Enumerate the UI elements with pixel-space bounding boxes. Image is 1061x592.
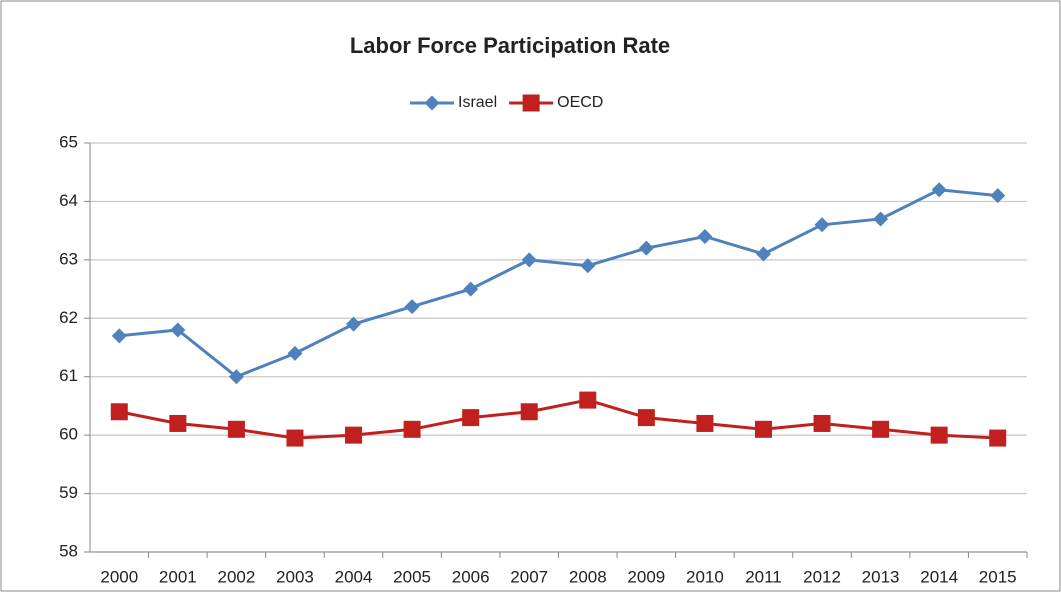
series-line — [118, 398, 998, 440]
x-tick-label: 2012 — [803, 567, 841, 586]
marker — [345, 426, 363, 444]
marker — [404, 299, 420, 315]
x-tick-label: 2000 — [100, 567, 138, 586]
x-tick-label: 2015 — [979, 567, 1017, 586]
marker — [521, 252, 537, 268]
marker — [755, 246, 771, 262]
y-tick-label: 60 — [59, 425, 78, 444]
marker — [462, 409, 480, 427]
x-tick-label: 2005 — [393, 567, 431, 586]
x-tick-label: 2014 — [920, 567, 958, 586]
x-tick-label: 2004 — [335, 567, 373, 586]
marker — [990, 188, 1006, 204]
x-tick-label: 2013 — [862, 567, 900, 586]
marker — [403, 420, 421, 438]
x-tick-label: 2002 — [217, 567, 255, 586]
y-tick-label: 63 — [59, 249, 78, 268]
y-tick-label: 58 — [59, 541, 78, 560]
x-tick-label: 2003 — [276, 567, 314, 586]
marker — [754, 420, 772, 438]
marker — [287, 345, 303, 361]
x-tick-label: 2008 — [569, 567, 607, 586]
marker — [110, 403, 128, 421]
x-tick-label: 2006 — [452, 567, 490, 586]
marker — [580, 258, 596, 274]
marker — [872, 420, 890, 438]
x-tick-label: 2001 — [159, 567, 197, 586]
legend-marker — [424, 95, 440, 111]
marker — [696, 414, 714, 432]
y-tick-label: 59 — [59, 483, 78, 502]
marker — [637, 409, 655, 427]
marker — [931, 182, 947, 198]
y-tick-label: 64 — [59, 191, 78, 210]
legend-label: Israel — [458, 94, 497, 111]
marker — [286, 429, 304, 447]
x-tick-label: 2009 — [627, 567, 665, 586]
marker — [520, 403, 538, 421]
marker — [463, 281, 479, 297]
series-line — [119, 188, 998, 379]
y-tick-label: 65 — [59, 132, 78, 151]
marker — [169, 414, 187, 432]
legend-label: OECD — [557, 94, 603, 111]
marker — [814, 217, 830, 233]
y-tick-label: 62 — [59, 308, 78, 327]
marker — [227, 420, 245, 438]
marker — [228, 369, 244, 385]
x-tick-label: 2010 — [686, 567, 724, 586]
marker — [873, 211, 889, 227]
marker — [697, 228, 713, 244]
legend-marker — [522, 94, 540, 112]
marker — [346, 316, 362, 332]
marker — [170, 322, 186, 338]
marker — [813, 414, 831, 432]
y-tick-label: 61 — [59, 366, 78, 385]
marker — [989, 429, 1007, 447]
marker — [111, 328, 127, 344]
marker — [638, 240, 654, 256]
x-tick-label: 2011 — [745, 567, 782, 586]
chart-title: Labor Force Participation Rate — [350, 33, 670, 58]
marker — [579, 391, 597, 409]
marker — [930, 426, 948, 444]
x-tick-label: 2007 — [510, 567, 548, 586]
